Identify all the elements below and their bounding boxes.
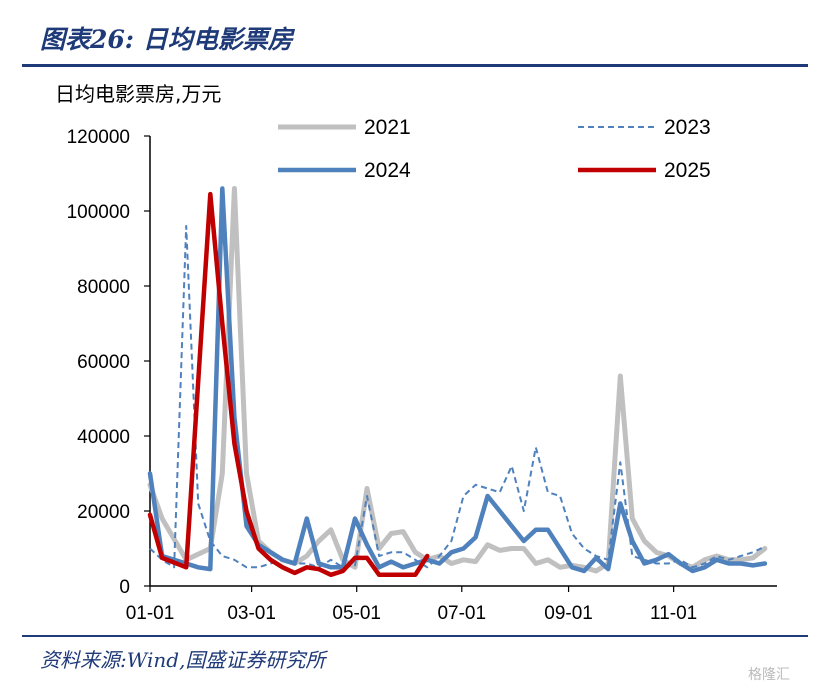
y-tick-label: 60000 <box>77 352 130 373</box>
legend-label-2023: 2023 <box>664 116 711 139</box>
y-tick-label: 20000 <box>77 502 130 523</box>
x-tick-label: 01-01 <box>126 603 175 624</box>
y-axis-label: 日均电影票房,万元 <box>55 82 222 106</box>
y-tick-label: 80000 <box>77 277 130 298</box>
y-tick-label: 0 <box>119 577 130 598</box>
x-tick-label: 11-01 <box>650 603 697 624</box>
x-tick-label: 09-01 <box>544 603 593 624</box>
source-note: 资料来源:Wind,国盛证券研究所 <box>40 648 326 672</box>
series-line-2021 <box>147 186 768 574</box>
y-tick-label: 40000 <box>77 427 130 448</box>
y-tick-label: 120000 <box>67 127 130 148</box>
figure-title: 图表26: 日均电影票房 <box>40 25 293 54</box>
x-tick-label: 05-01 <box>332 603 381 624</box>
watermark: 格隆汇 <box>748 667 790 683</box>
x-tick-label: 03-01 <box>227 603 276 624</box>
source-rule <box>22 635 808 637</box>
title-rule <box>22 64 808 67</box>
series-line-2025 <box>147 191 430 578</box>
y-tick-label: 100000 <box>67 202 130 223</box>
series-line-2023 <box>149 225 766 569</box>
x-tick-label: 07-01 <box>437 603 486 624</box>
legend-label-2021: 2021 <box>364 116 411 139</box>
legend-label-2025: 2025 <box>664 159 711 182</box>
legend-label-2024: 2024 <box>364 159 411 182</box>
